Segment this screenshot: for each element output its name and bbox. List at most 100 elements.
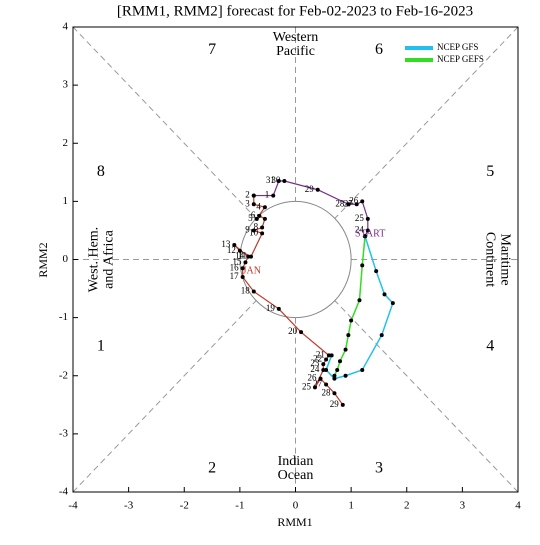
day-label: 5 xyxy=(248,213,253,223)
region-label: Indian xyxy=(278,454,314,469)
forecast-point xyxy=(338,359,342,364)
observed-point xyxy=(321,367,326,372)
observed-point xyxy=(324,357,329,362)
day-label: 28 xyxy=(321,387,331,397)
forecast-line xyxy=(333,236,366,377)
x-axis-label: RMM1 xyxy=(277,515,312,529)
observed-point xyxy=(346,202,351,207)
day-label: 23 xyxy=(310,358,320,368)
x-tick-label: 0 xyxy=(293,500,299,512)
x-tick-label: 1 xyxy=(348,500,354,512)
guide-line xyxy=(334,26,519,219)
observed-point xyxy=(251,289,256,294)
day-label: 29 xyxy=(330,399,340,409)
forecast-point xyxy=(360,263,365,268)
x-tick-label: 2 xyxy=(404,500,410,512)
forecast-point xyxy=(363,234,368,239)
region-label: Maritime xyxy=(497,233,512,285)
observed-point xyxy=(326,353,331,358)
day-label: 22 xyxy=(313,354,322,364)
day-label: 14 xyxy=(235,251,245,261)
day-label: 24 xyxy=(310,364,320,374)
x-tick-label: 3 xyxy=(460,500,466,512)
observed-point xyxy=(321,362,326,367)
observed-point xyxy=(315,187,320,192)
phase-label: 2 xyxy=(208,459,216,476)
legend-label: NCEP GEFS xyxy=(437,54,484,64)
day-label: 15 xyxy=(232,256,242,266)
day-label: 28 xyxy=(335,198,345,208)
day-label: 21 xyxy=(316,349,325,359)
observed-point xyxy=(240,274,245,279)
day-label: 31 xyxy=(266,175,275,185)
phase-label: 5 xyxy=(486,163,494,180)
observed-point xyxy=(365,228,370,233)
day-label: 17 xyxy=(230,271,240,281)
day-label: 27 xyxy=(313,379,323,389)
y-axis-label: RMM2 xyxy=(36,242,50,277)
x-tick-label: -1 xyxy=(235,500,244,512)
observed-point xyxy=(332,391,337,396)
observed-point xyxy=(276,306,281,311)
guide-line xyxy=(72,26,257,219)
forecast-point xyxy=(349,318,354,323)
forecast-point xyxy=(390,301,395,306)
legend-label: NCEP GFS xyxy=(437,42,478,52)
phase-label: 6 xyxy=(375,41,383,58)
phase-label: 8 xyxy=(97,163,105,180)
day-label: 1 xyxy=(265,190,270,200)
y-tick-label: 3 xyxy=(63,79,69,91)
start-label: START xyxy=(355,229,385,240)
guide-line xyxy=(72,300,257,493)
day-label: 20 xyxy=(288,326,298,336)
day-label: 24 xyxy=(355,225,365,235)
forecast-point xyxy=(335,367,340,372)
forecast-point xyxy=(357,298,362,303)
observed-point xyxy=(354,202,359,207)
region-label: Pacific xyxy=(276,44,315,59)
day-label: 2 xyxy=(245,190,250,200)
y-tick-label: -4 xyxy=(59,486,69,498)
jan-label: JAN xyxy=(243,265,261,276)
x-tick-label: -2 xyxy=(180,500,189,512)
forecast-point xyxy=(343,373,348,378)
day-label: 25 xyxy=(355,213,365,223)
region-label: Ocean xyxy=(278,468,314,483)
observed-point xyxy=(257,213,262,218)
day-label: 12 xyxy=(227,245,236,255)
observed-point xyxy=(365,216,370,221)
day-label: 8 xyxy=(254,222,259,232)
day-label: 6 xyxy=(251,210,256,220)
y-tick-label: 4 xyxy=(63,21,69,33)
day-label: 7 xyxy=(256,213,261,223)
observed-point xyxy=(340,402,345,407)
phase-label: 1 xyxy=(97,337,105,354)
forecast-point xyxy=(346,333,351,338)
observed-point xyxy=(232,242,237,247)
day-label: 4 xyxy=(256,201,261,211)
day-label: 16 xyxy=(230,262,240,272)
day-label: 26 xyxy=(349,195,359,205)
day-label: 25 xyxy=(302,381,312,391)
observed-point xyxy=(282,179,287,184)
forecast-point xyxy=(332,373,337,378)
observed-point xyxy=(318,376,323,381)
observed-point xyxy=(240,266,245,271)
y-tick-label: 2 xyxy=(63,137,69,149)
day-label: 30 xyxy=(271,175,281,185)
observed-point xyxy=(276,179,281,184)
y-tick-label: -2 xyxy=(59,369,68,381)
unit-circle xyxy=(239,200,352,319)
forecast-point xyxy=(374,269,379,274)
observed-point xyxy=(271,193,276,198)
guide-line xyxy=(334,300,519,493)
forecast-point xyxy=(360,367,365,372)
forecast-point xyxy=(379,333,384,338)
observed-point xyxy=(254,216,259,221)
y-tick-label: 1 xyxy=(63,195,69,207)
chart-title: [RMM1, RMM2] forecast for Feb-02-2023 to… xyxy=(117,3,473,19)
forecast-point xyxy=(324,367,329,372)
region-label: and Africa xyxy=(102,229,117,288)
day-label: 9 xyxy=(245,225,250,235)
